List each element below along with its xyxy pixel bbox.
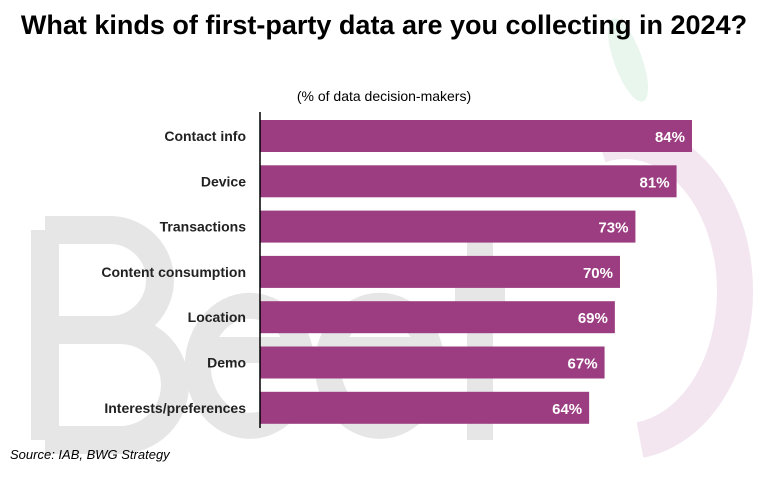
bar bbox=[260, 346, 605, 379]
category-label: Interests/preferences bbox=[104, 400, 246, 416]
data-label: 70% bbox=[583, 265, 613, 282]
category-label: Device bbox=[201, 173, 246, 189]
bar bbox=[260, 391, 590, 424]
category-label: Contact info bbox=[164, 128, 246, 144]
bar bbox=[260, 120, 692, 152]
data-label: 81% bbox=[640, 174, 670, 191]
category-label: Content consumption bbox=[101, 264, 246, 280]
bar bbox=[260, 255, 620, 288]
bar bbox=[260, 210, 636, 243]
chart-subtitle: (% of data decision-makers) bbox=[296, 88, 472, 104]
source-note: Source: IAB, BWG Strategy bbox=[10, 447, 170, 462]
data-label: 84% bbox=[655, 129, 685, 146]
data-label: 64% bbox=[552, 401, 582, 418]
category-label: Transactions bbox=[160, 219, 247, 235]
bar bbox=[260, 301, 615, 334]
category-label: Demo bbox=[207, 355, 246, 371]
chart-title: What kinds of first-party data are you c… bbox=[20, 10, 748, 40]
data-label: 69% bbox=[578, 310, 608, 327]
category-label: Location bbox=[188, 309, 246, 325]
data-label: 73% bbox=[598, 220, 628, 237]
data-label: 67% bbox=[568, 356, 598, 373]
watermark-leaf bbox=[608, 18, 648, 102]
bar bbox=[260, 165, 677, 198]
watermark-letter-b bbox=[31, 216, 189, 454]
